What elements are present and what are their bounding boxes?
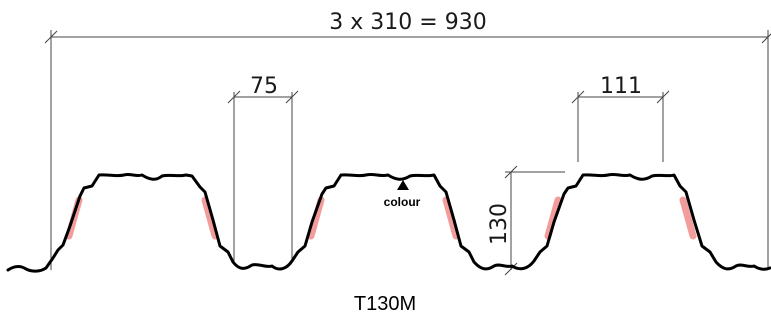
web-mark-2 xyxy=(201,196,219,240)
web-mark-4 xyxy=(442,196,460,240)
rib-top-width-label: 111 xyxy=(600,74,642,99)
overall-width-left-tick xyxy=(44,30,58,44)
colour-side-marker: colour xyxy=(384,180,421,209)
bottom-opening-label: 75 xyxy=(250,74,278,99)
triangle-up-icon xyxy=(397,180,409,190)
profile-height-label: 130 xyxy=(487,203,512,245)
profile-name-caption: T130M xyxy=(354,293,416,315)
overall-width-label: 3 x 310 = 930 xyxy=(329,10,486,35)
profile-height-top-tick xyxy=(504,165,518,179)
colour-side-label: colour xyxy=(384,195,421,209)
web-mark-6 xyxy=(679,196,697,240)
rib-top-width-right-tick xyxy=(656,90,670,104)
bottom-opening-dimension: 75 xyxy=(227,74,299,262)
web-mark-5 xyxy=(544,196,562,240)
overall-width-right-tick xyxy=(761,33,771,44)
bottom-opening-right-tick xyxy=(285,90,299,104)
bottom-opening-left-tick xyxy=(227,90,241,104)
rib-top-width-left-tick xyxy=(571,90,585,104)
rib-top-width-dimension: 111 xyxy=(571,74,670,162)
web-highlight-marks xyxy=(65,196,697,240)
profile-height-bottom-tick xyxy=(504,262,518,276)
sheet-profile-line xyxy=(6,172,771,273)
profile-height-dimension: 130 xyxy=(487,165,565,276)
overall-width-dimension: 3 x 310 = 930 xyxy=(44,10,771,270)
web-mark-3 xyxy=(307,196,325,240)
